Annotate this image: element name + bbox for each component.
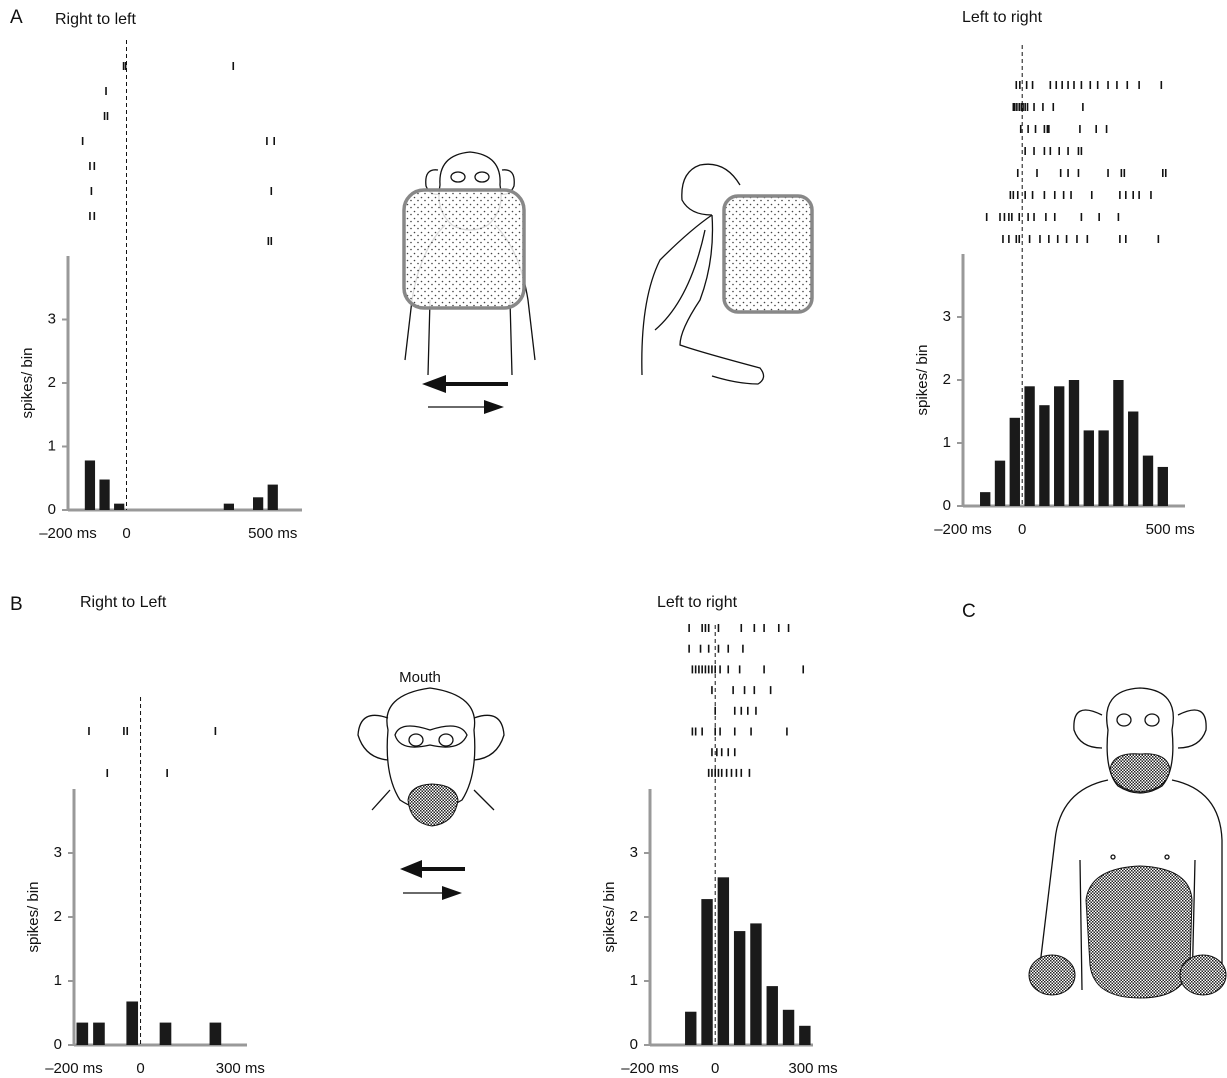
bar [733, 931, 746, 1045]
bar [1113, 380, 1124, 506]
bar [1024, 386, 1035, 506]
chart-title: Left to right [962, 9, 1043, 26]
monkey-side [641, 163, 814, 385]
y-tick-label: 3 [48, 310, 56, 327]
bar [223, 503, 234, 510]
monkey-body [1028, 687, 1227, 999]
bar [253, 497, 264, 510]
y-tick-label: 1 [630, 972, 638, 989]
x-tick-label: 0 [122, 525, 130, 542]
chart-title: Right to left [55, 11, 136, 28]
y-tick-label: 1 [48, 437, 56, 454]
bar [1039, 405, 1050, 506]
bar [1054, 386, 1065, 506]
panel-label: A [10, 7, 23, 28]
y-tick-label: 2 [943, 371, 951, 388]
x-tick-label: –200 ms [934, 521, 992, 538]
bar [159, 1022, 172, 1045]
bar [1098, 430, 1109, 506]
bar [717, 877, 730, 1045]
bar [994, 460, 1006, 506]
bar [1142, 455, 1154, 506]
bar [267, 484, 278, 510]
x-tick-label: –200 ms [621, 1060, 679, 1077]
bar [750, 923, 762, 1045]
bar [701, 899, 713, 1045]
bar [76, 1022, 89, 1045]
y-axis-label: spikes/ bin [601, 882, 618, 953]
bar [1009, 417, 1020, 506]
bar [685, 1011, 697, 1045]
y-tick-label: 0 [54, 1036, 62, 1053]
panel-label: C [962, 601, 976, 622]
y-tick-label: 2 [630, 908, 638, 925]
bar [1128, 411, 1139, 506]
bar [1083, 430, 1094, 506]
x-tick-label: 0 [1018, 521, 1026, 538]
x-tick-label: 500 ms [1146, 521, 1195, 538]
x-tick-label: 500 ms [248, 525, 297, 542]
bar [799, 1025, 811, 1045]
bar [1157, 466, 1168, 506]
y-axis-label: spikes/ bin [25, 882, 42, 953]
y-tick-label: 3 [54, 844, 62, 861]
y-tick-label: 2 [54, 908, 62, 925]
y-axis-label: spikes/ bin [914, 345, 931, 416]
y-tick-label: 0 [630, 1036, 638, 1053]
bar [126, 1001, 139, 1045]
x-tick-label: –200 ms [39, 525, 97, 542]
bar [209, 1022, 222, 1045]
y-axis-label: spikes/ bin [19, 348, 36, 419]
panel-label: B [10, 594, 23, 615]
y-tick-label: 3 [943, 308, 951, 325]
y-tick-label: 0 [943, 497, 951, 514]
monkey-face [357, 687, 505, 827]
bar [114, 503, 125, 510]
y-tick-label: 3 [630, 844, 638, 861]
arrows [400, 375, 508, 900]
bar [84, 460, 96, 510]
x-tick-label: 0 [711, 1060, 719, 1077]
x-tick-label: –200 ms [45, 1060, 103, 1077]
y-tick-label: 2 [48, 374, 56, 391]
annotation: Mouth [399, 669, 441, 686]
bar [1068, 380, 1080, 506]
y-tick-label: 0 [48, 501, 56, 518]
bar [99, 479, 110, 510]
x-tick-label: 300 ms [788, 1060, 837, 1077]
bar [93, 1022, 105, 1045]
bar [782, 1009, 795, 1045]
bar [766, 986, 778, 1045]
chart-title: Right to Left [80, 594, 167, 611]
bar [980, 492, 991, 506]
y-tick-label: 1 [54, 972, 62, 989]
monkey-front [402, 151, 536, 376]
chart-title: Left to right [657, 594, 738, 611]
y-tick-label: 1 [943, 434, 951, 451]
x-tick-label: 0 [136, 1060, 144, 1077]
x-tick-label: 300 ms [216, 1060, 265, 1077]
